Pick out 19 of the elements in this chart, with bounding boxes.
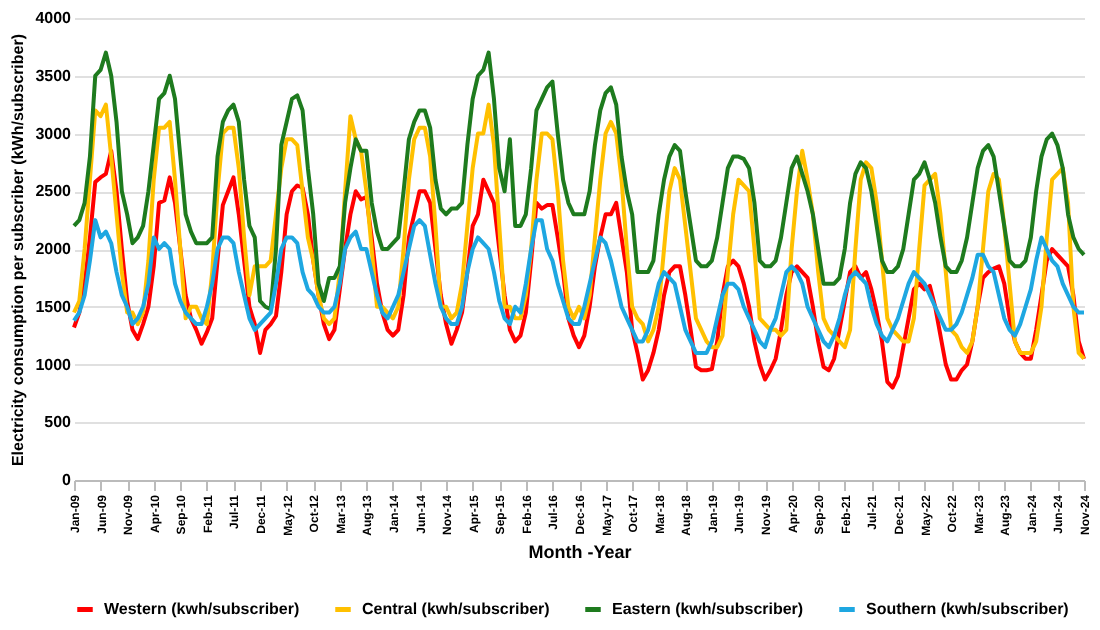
y-tick-label: 500 bbox=[44, 413, 73, 432]
line-series bbox=[72, 148, 1086, 390]
legend-label: Western (kwh/subscriber) bbox=[104, 599, 300, 618]
y-tick-label: 3500 bbox=[35, 66, 73, 85]
y-tick-label: 1000 bbox=[35, 355, 73, 374]
legend-label: Southern (kwh/subscriber) bbox=[866, 599, 1070, 618]
y-tick-label: 1500 bbox=[35, 297, 73, 316]
legend-label: Eastern (kwh/subscriber) bbox=[612, 599, 804, 618]
y-tick-label: 4000 bbox=[35, 9, 73, 27]
legend-label: Central (kwh/subscriber) bbox=[362, 599, 551, 618]
line-series bbox=[72, 218, 1086, 355]
line-series bbox=[72, 50, 1086, 312]
line-series bbox=[72, 102, 1086, 361]
y-axis-title: Electricity consumption per subscriber (kWh/subscriber) bbox=[9, 33, 28, 467]
y-tick-label: 2000 bbox=[35, 240, 73, 258]
y-tick-label: 2500 bbox=[35, 182, 73, 201]
y-tick-label: 3000 bbox=[35, 124, 73, 143]
y-tick-label: 0 bbox=[62, 471, 73, 489]
x-axis-title: Month -Year bbox=[528, 541, 633, 562]
